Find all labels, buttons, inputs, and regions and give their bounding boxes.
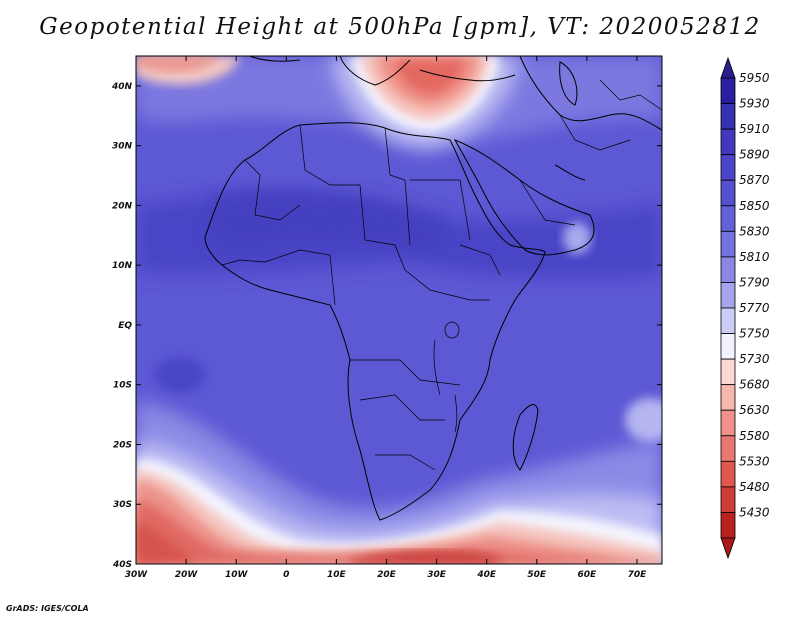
- colorbar-cell: [720, 512, 736, 539]
- lat-tick-label: 40N: [111, 82, 133, 92]
- lon-tick-label: 30E: [427, 570, 447, 580]
- lon-tick-label: 10W: [225, 570, 249, 580]
- colorbar-label: 5730: [739, 352, 770, 366]
- colorbar-cell: [720, 307, 736, 334]
- colorbar-cell: [720, 333, 736, 360]
- lon-tick-label: 70E: [628, 570, 648, 580]
- plot-frame: [135, 55, 663, 565]
- lon-tick-label: 60E: [578, 570, 598, 580]
- lon-tick-label: 20W: [175, 570, 199, 580]
- colorbar-cell: [720, 384, 736, 411]
- lon-tick-label: 20E: [377, 570, 397, 580]
- colorbar-cell: [720, 282, 736, 309]
- lat-tick-label: 20N: [112, 201, 133, 211]
- lat-tick-label: 30S: [113, 500, 132, 510]
- colorbar-cell: [720, 435, 736, 462]
- colorbar-label: 5750: [739, 327, 770, 341]
- colorbar-cell: [720, 205, 736, 232]
- colorbar: 5950 5930 5910 5890 5870 5850 5830 5810 5790 5770…: [720, 56, 770, 560]
- colorbar-label: 5790: [739, 275, 770, 289]
- lon-tick-label: 0: [283, 570, 289, 580]
- colorbar-label: 5580: [739, 429, 770, 443]
- lat-tick-label: 30N: [112, 142, 133, 152]
- lat-tick-label: 10S: [113, 381, 132, 391]
- colorbar-cell: [720, 358, 736, 386]
- lat-tick-label: 40S: [112, 560, 132, 570]
- colorbar-label: 5890: [739, 148, 770, 162]
- colorbar-label: 5630: [739, 403, 770, 417]
- lon-tick-label: 10E: [327, 570, 347, 580]
- colorbar-label: 5910: [739, 122, 770, 136]
- colorbar-label: 5950: [739, 71, 770, 85]
- lat-tick-label: 10N: [112, 261, 133, 271]
- colorbar-label: 5430: [739, 505, 770, 519]
- contour-field: [136, 56, 662, 564]
- colorbar-label: 5480: [739, 480, 770, 494]
- colorbar-cell: [720, 128, 736, 156]
- colorbar-cell: [720, 154, 736, 181]
- colorbar-label: 5850: [739, 199, 770, 213]
- grads-credit: GrADS: IGES/COLA: [6, 604, 89, 613]
- colorbar-cell: [720, 77, 736, 104]
- colorbar-label: 5770: [739, 301, 770, 315]
- longitude-axis: 30W 20W 10W 0 10E 20E 30E 40E 50E 60E 70E: [125, 56, 647, 580]
- latitude-axis: 40N 30N 20N 10N EQ 10S 20S 30S 40S: [111, 82, 662, 570]
- colorbar-label: 5870: [739, 173, 770, 187]
- colorbar-cell: [720, 409, 736, 437]
- colorbar-cell: [720, 230, 736, 258]
- colorbar-cell: [720, 256, 736, 283]
- colorbar-cell: [720, 103, 736, 130]
- colorbar-bottom-arrow: [720, 537, 736, 560]
- colorbar-top-arrow: [720, 56, 736, 79]
- coastlines: [204, 56, 662, 521]
- colorbar-cell: [720, 179, 736, 207]
- lat-tick-label: 20S: [113, 440, 132, 450]
- colorbar-cell: [720, 486, 736, 513]
- colorbar-cell: [720, 460, 736, 488]
- colorbar-label: 5810: [739, 250, 770, 264]
- lon-tick-label: 30W: [125, 570, 149, 580]
- country-borders: [221, 79, 662, 471]
- lat-tick-label: EQ: [118, 321, 132, 331]
- lon-tick-label: 40E: [476, 570, 497, 580]
- lon-tick-label: 50E: [527, 570, 547, 580]
- colorbar-label: 5930: [739, 97, 770, 111]
- colorbar-label: 5680: [739, 378, 770, 392]
- map-title: Geopotential Height at 500hPa [gpm], VT:…: [39, 14, 761, 40]
- colorbar-label: 5530: [739, 454, 770, 468]
- colorbar-label: 5830: [739, 224, 770, 238]
